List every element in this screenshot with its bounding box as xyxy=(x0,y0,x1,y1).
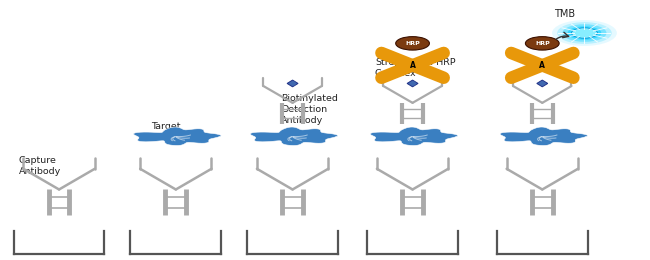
Text: Capture
Antibody: Capture Antibody xyxy=(19,156,61,176)
Circle shape xyxy=(562,24,606,42)
Circle shape xyxy=(525,37,559,50)
Polygon shape xyxy=(133,127,221,146)
Text: Biotinylated
Detection
Antibody: Biotinylated Detection Antibody xyxy=(281,94,338,125)
Circle shape xyxy=(396,37,430,50)
Polygon shape xyxy=(407,80,418,87)
Text: HRP: HRP xyxy=(535,41,550,46)
Polygon shape xyxy=(500,127,588,146)
Circle shape xyxy=(571,28,597,38)
Text: TMB: TMB xyxy=(554,9,575,19)
Circle shape xyxy=(557,22,612,44)
Text: Streptavidin-HRP
Complex: Streptavidin-HRP Complex xyxy=(375,57,456,78)
Text: A: A xyxy=(410,61,415,70)
Text: A: A xyxy=(540,61,545,70)
Circle shape xyxy=(567,26,601,40)
Text: HRP: HRP xyxy=(405,41,420,46)
Polygon shape xyxy=(370,127,458,146)
Text: Target
Antigen: Target Antigen xyxy=(151,122,188,142)
Circle shape xyxy=(552,20,617,46)
Polygon shape xyxy=(537,80,548,87)
Polygon shape xyxy=(250,127,338,146)
Polygon shape xyxy=(287,80,298,87)
